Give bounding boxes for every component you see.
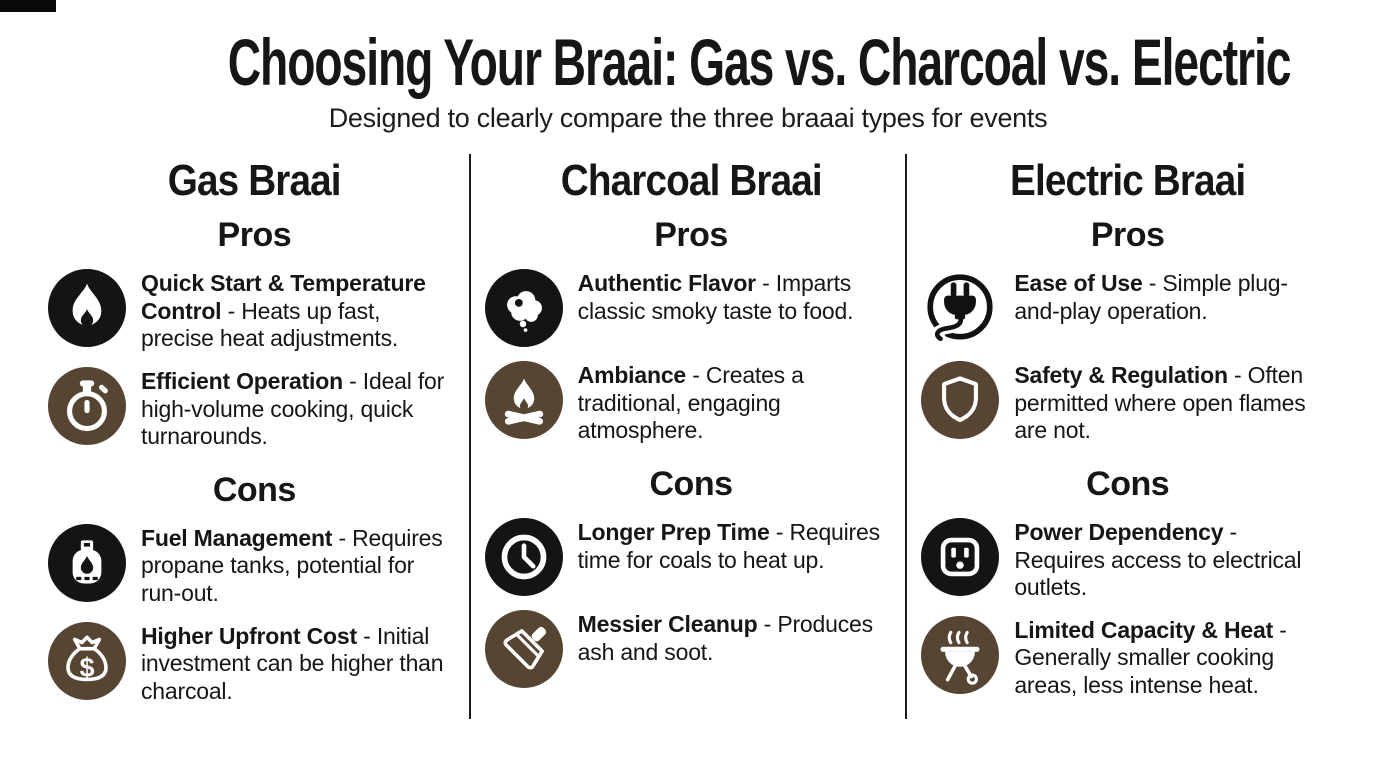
- item-text: Messier Cleanup - Produces ash and soot.: [577, 611, 873, 665]
- column-charcoal-braai: Charcoal Braai Pros: [468, 154, 906, 720]
- screen-corner-artifact: [0, 0, 56, 12]
- item-text: Ambiance - Creates a traditional, engagi…: [577, 362, 804, 444]
- gas-cons-label: Cons: [212, 470, 296, 509]
- list-item: Fuel Management - Requires propane tanks…: [48, 523, 461, 608]
- grill-icon: [921, 615, 1000, 694]
- stopwatch-icon: [48, 367, 126, 446]
- column-title-electric: Electric Braai: [1010, 156, 1246, 206]
- item-text: Efficient Operation - Ideal for high-vol…: [141, 368, 445, 450]
- item-text: Authentic Flavor - Imparts classic smoky…: [577, 270, 854, 324]
- svg-text:$: $: [80, 652, 95, 682]
- electric-pros-label: Pros: [1090, 216, 1165, 255]
- flame-icon: [48, 269, 126, 348]
- charcoal-cons-label: Cons: [649, 465, 733, 504]
- item-text: Ease of Use - Simple plug-and-play opera…: [1014, 270, 1288, 324]
- item-text: Power Dependency - Requires access to el…: [1014, 519, 1302, 601]
- list-item: Safety & Regulation - Often permitted wh…: [921, 361, 1334, 445]
- column-gas-braai: Gas Braai Pros Quick Start & Temperature…: [34, 154, 469, 719]
- page-title: Choosing Your Braai: Gas vs. Charcoal vs…: [227, 25, 1292, 99]
- column-title-charcoal: Charcoal Braai: [560, 156, 823, 206]
- campfire-icon: [484, 361, 563, 440]
- item-text: Limited Capacity & Heat - Generally smal…: [1014, 616, 1287, 699]
- power-outlet-icon: [921, 518, 1000, 597]
- clock-icon: [484, 518, 563, 597]
- page-header: Choosing Your Braai: Gas vs. Charcoal vs…: [0, 0, 1376, 134]
- list-item: Limited Capacity & Heat - Generally smal…: [921, 615, 1334, 700]
- gas-pros-label: Pros: [217, 216, 292, 255]
- page-subtitle: Designed to clearly compare the three br…: [328, 103, 1048, 134]
- list-item: Power Dependency - Requires access to el…: [921, 518, 1334, 602]
- smoke-cloud-icon: [484, 269, 563, 348]
- electric-cons-label: Cons: [1086, 465, 1170, 504]
- item-text: Fuel Management - Requires propane tanks…: [141, 524, 443, 607]
- list-item: Quick Start & Temperature Control - Heat…: [48, 269, 461, 353]
- item-text: Quick Start & Temperature Control - Heat…: [141, 270, 426, 352]
- comparison-columns: Gas Braai Pros Quick Start & Temperature…: [0, 154, 1376, 720]
- dustpan-icon: [484, 610, 563, 689]
- power-plug-icon: [921, 269, 999, 347]
- propane-tank-icon: [48, 523, 126, 602]
- money-bag-icon: $: [48, 621, 126, 700]
- item-text: Longer Prep Time - Requires time for coa…: [577, 519, 880, 573]
- list-item: Longer Prep Time - Requires time for coa…: [484, 518, 898, 597]
- list-item: Authentic Flavor - Imparts classic smoky…: [484, 269, 898, 348]
- list-item: $ Higher Upfront Cost - Initial investme…: [48, 621, 461, 706]
- shield-icon: [921, 361, 1000, 440]
- charcoal-pros-label: Pros: [654, 216, 728, 255]
- list-item: Ambiance - Creates a traditional, engagi…: [484, 361, 898, 445]
- list-item: Messier Cleanup - Produces ash and soot.: [484, 610, 898, 689]
- item-text: Higher Upfront Cost - Initial investment…: [141, 622, 444, 704]
- column-title-gas: Gas Braai: [167, 156, 342, 206]
- item-text: Safety & Regulation - Often permitted wh…: [1014, 362, 1306, 444]
- column-electric-braai: Electric Braai Pros Ease of Use - Simple…: [905, 154, 1342, 720]
- list-item: Efficient Operation - Ideal for high-vol…: [48, 367, 461, 451]
- list-item: Ease of Use - Simple plug-and-play opera…: [921, 269, 1334, 347]
